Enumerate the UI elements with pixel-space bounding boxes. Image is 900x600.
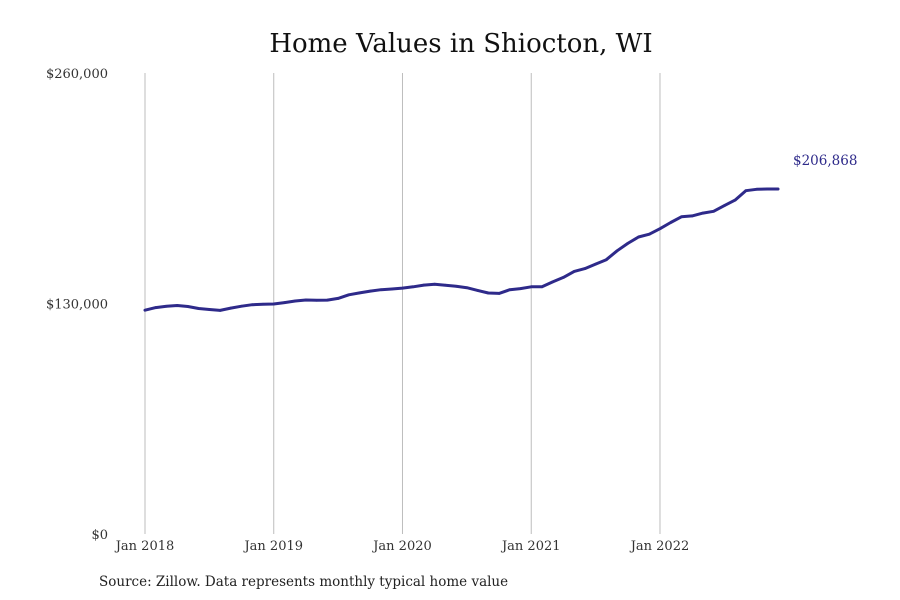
data-point bbox=[208, 308, 211, 311]
series-line bbox=[143, 187, 780, 312]
data-point bbox=[379, 288, 383, 292]
data-point bbox=[540, 285, 544, 289]
data-point bbox=[261, 302, 265, 306]
data-point bbox=[390, 287, 394, 291]
data-point bbox=[723, 204, 726, 207]
data-point bbox=[615, 249, 619, 253]
data-point bbox=[154, 306, 157, 309]
data-point bbox=[369, 289, 372, 293]
data-point bbox=[594, 262, 597, 266]
data-point bbox=[497, 292, 501, 295]
data-point bbox=[293, 299, 297, 303]
data-point bbox=[143, 308, 147, 312]
data-point bbox=[240, 304, 243, 308]
data-point bbox=[422, 283, 426, 287]
y-tick-label: $0 bbox=[91, 528, 108, 543]
data-point bbox=[669, 221, 672, 224]
x-tick-label: Jan 2022 bbox=[629, 539, 690, 554]
source-note: Source: Zillow. Data represents monthly … bbox=[99, 574, 508, 590]
data-point bbox=[766, 187, 769, 191]
data-point bbox=[648, 232, 651, 236]
data-point bbox=[701, 211, 705, 215]
data-point bbox=[444, 283, 447, 287]
data-point bbox=[626, 242, 630, 245]
data-point bbox=[551, 280, 554, 284]
data-point bbox=[401, 286, 404, 290]
data-point bbox=[326, 298, 329, 302]
data-point bbox=[712, 210, 715, 213]
data-point bbox=[347, 293, 351, 297]
end-value-label: $206,868 bbox=[793, 153, 857, 169]
data-point bbox=[744, 189, 748, 192]
data-point bbox=[529, 285, 533, 289]
data-point bbox=[229, 306, 233, 310]
data-point bbox=[358, 291, 361, 295]
data-point bbox=[304, 298, 308, 302]
data-point bbox=[476, 289, 479, 292]
data-point bbox=[690, 214, 694, 218]
y-axis-ticks: $0 $130,000 $260,000 bbox=[46, 67, 108, 543]
data-point bbox=[605, 258, 608, 262]
data-point bbox=[562, 276, 565, 279]
data-point bbox=[197, 307, 200, 310]
data-point bbox=[186, 305, 190, 308]
data-point bbox=[165, 305, 168, 308]
data-point bbox=[454, 285, 458, 288]
data-point bbox=[755, 188, 758, 191]
data-point bbox=[283, 301, 286, 304]
data-point bbox=[251, 303, 254, 307]
x-axis-ticks: Jan 2018 Jan 2019 Jan 2020 Jan 2021 Jan 2022 bbox=[114, 539, 690, 554]
x-tick-label: Jan 2021 bbox=[500, 539, 561, 554]
x-tick-label: Jan 2018 bbox=[114, 539, 175, 554]
x-tick-label: Jan 2020 bbox=[371, 539, 432, 554]
data-point bbox=[218, 309, 222, 312]
data-point bbox=[583, 267, 587, 270]
gridlines bbox=[144, 73, 661, 534]
series-layer bbox=[143, 187, 780, 312]
y-tick-label: $260,000 bbox=[46, 67, 108, 82]
data-point bbox=[519, 287, 522, 290]
data-point bbox=[465, 286, 469, 290]
data-point bbox=[508, 288, 512, 292]
data-point bbox=[175, 304, 179, 307]
data-point bbox=[487, 291, 490, 295]
data-point bbox=[315, 299, 319, 302]
chart-title: Home Values in Shiocton, WI bbox=[269, 29, 652, 59]
data-point bbox=[680, 215, 683, 219]
data-point bbox=[411, 285, 415, 289]
data-point bbox=[733, 198, 737, 202]
y-tick-label: $130,000 bbox=[46, 298, 108, 313]
data-point bbox=[776, 187, 780, 191]
x-tick-label: Jan 2019 bbox=[242, 539, 303, 554]
data-point bbox=[336, 297, 340, 300]
data-point bbox=[433, 282, 437, 286]
data-point bbox=[637, 235, 640, 239]
data-point bbox=[572, 270, 576, 273]
data-point bbox=[272, 302, 276, 306]
data-point bbox=[658, 227, 662, 230]
